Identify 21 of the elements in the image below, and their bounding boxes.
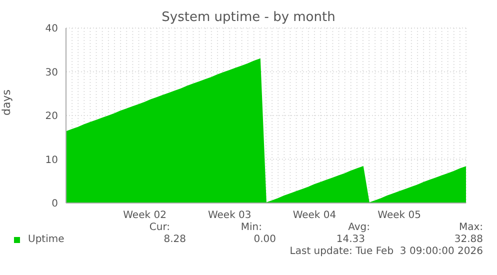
y-tick-label: 30 (45, 67, 58, 78)
x-tick-label: Week 04 (292, 210, 336, 222)
text: 8.28 (164, 234, 186, 245)
text: Min: (240, 222, 262, 233)
y-tick-label: 0 (52, 198, 58, 210)
y-axis-title: days (0, 89, 13, 116)
text: Avg: (348, 222, 370, 233)
y-tick-label: 40 (45, 24, 58, 35)
text: Last update: Tue Feb 3 09:00:00 2026 (290, 246, 483, 257)
chart-title: System uptime - by month (160, 10, 336, 25)
text: 32.88 (454, 234, 483, 245)
y-tick-label: 10 (45, 154, 58, 166)
x-tick-label: Week 02 (123, 210, 166, 222)
text: 0.00 (254, 234, 276, 245)
text: 14.33 (336, 234, 365, 245)
legend-label: Uptime (27, 234, 64, 245)
x-tick-label: Week 05 (378, 210, 421, 222)
text: Max: (458, 222, 483, 233)
x-tick-label: Week 03 (208, 210, 252, 222)
y-tick-label: 20 (45, 111, 58, 122)
text: Cur: (149, 222, 170, 233)
